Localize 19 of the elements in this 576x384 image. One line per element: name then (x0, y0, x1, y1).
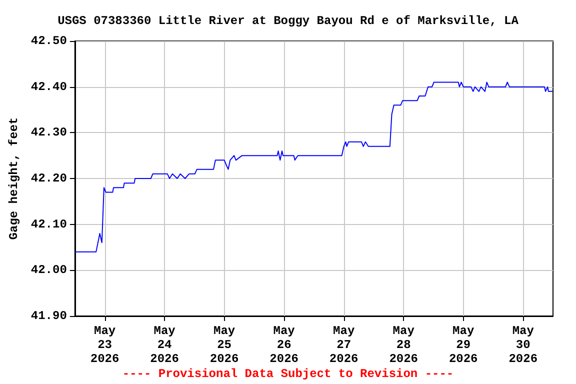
x-tick-label: May 28 2026 (389, 324, 418, 366)
y-tick-label: 42.00 (30, 263, 67, 278)
line-series (74, 82, 553, 252)
x-tick-label: May 27 2026 (329, 324, 358, 366)
text: ---- Provisional Data Subject to Revision ---- (122, 367, 454, 381)
y-tick-label: 42.50 (30, 34, 67, 48)
y-tick-label: 42.40 (30, 80, 67, 94)
x-tick-label: May 29 2026 (448, 324, 478, 366)
x-tick-label: May 25 2026 (210, 324, 239, 366)
x-tick-label: May 24 2026 (150, 324, 179, 366)
chart-title: USGS 07383360 Little River at Boggy Bayou Rd e of Marksville, LA (58, 14, 520, 28)
y-axis-title: Gage height, feet (7, 117, 21, 240)
y-tick-label: 42.30 (30, 126, 67, 140)
y-tick-label: 42.10 (30, 217, 67, 232)
y-tick-label: 41.90 (30, 309, 67, 323)
x-tick-label: May 23 2026 (90, 324, 120, 366)
x-tick-label: May 26 2026 (270, 324, 298, 366)
y-tick-label: 42.20 (30, 172, 67, 186)
x-tick-label: May 30 2026 (508, 324, 538, 366)
